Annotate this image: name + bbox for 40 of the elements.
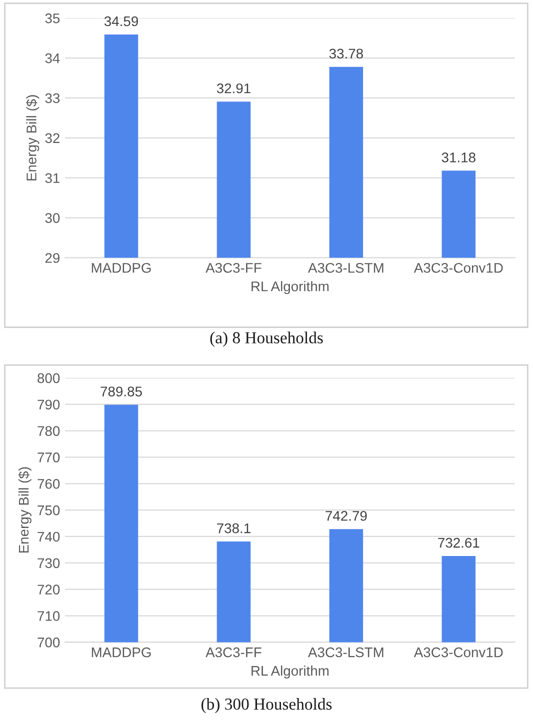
x-tick-label: MADDPG: [92, 647, 151, 658]
y-axis-title: Energy Bill ($): [26, 95, 40, 180]
x-tick-label: A3C3-FF: [206, 647, 262, 658]
data-label: 789.85: [100, 386, 142, 396]
data-label: 742.79: [326, 510, 367, 521]
y-tick-label: 750: [38, 505, 60, 516]
text: (b) 300 Households: [201, 698, 332, 714]
y-tick-label: 710: [38, 611, 60, 621]
y-tick-label: 780: [38, 426, 60, 436]
y-tick-label: 730: [38, 558, 60, 568]
y-tick-label: 760: [38, 478, 60, 489]
y-tick-label: 34: [45, 53, 60, 64]
y-tick-label: 800: [38, 373, 60, 384]
x-tick-label: A3C3-LSTM: [308, 262, 384, 273]
y-tick-label: 33: [45, 93, 60, 104]
y-tick-label: 790: [38, 400, 60, 410]
x-axis-title: RL Algorithm: [252, 666, 329, 678]
y-tick-label: 29: [45, 253, 60, 263]
x-tick-label: A3C3-Conv1D: [414, 647, 503, 658]
y-axis-title: Energy Bill ($): [18, 467, 32, 553]
y-tick-label: 30: [45, 213, 60, 223]
y-tick-label: 31: [45, 173, 60, 184]
data-label: 738.1: [217, 523, 250, 534]
y-tick-label: 740: [38, 532, 60, 542]
y-tick-label: 770: [38, 452, 60, 462]
data-label: 33.78: [329, 48, 363, 59]
y-tick-label: 35: [45, 13, 60, 24]
y-tick-label: 720: [38, 584, 60, 595]
y-tick-label: 32: [45, 133, 60, 144]
x-tick-label: A3C3-FF: [206, 262, 262, 273]
data-label: 34.59: [104, 16, 138, 26]
x-tick-label: A3C3-Conv1D: [414, 262, 503, 273]
x-tick-label: A3C3-LSTM: [308, 647, 384, 658]
y-tick-label: 700: [38, 638, 60, 648]
x-axis-title: RL Algorithm: [252, 281, 329, 294]
text: (a) 8 Households: [210, 332, 323, 347]
data-label: 31.18: [442, 152, 476, 162]
x-tick-label: MADDPG: [92, 262, 151, 273]
data-label: 732.61: [438, 538, 480, 548]
data-label: 32.91: [216, 83, 250, 94]
